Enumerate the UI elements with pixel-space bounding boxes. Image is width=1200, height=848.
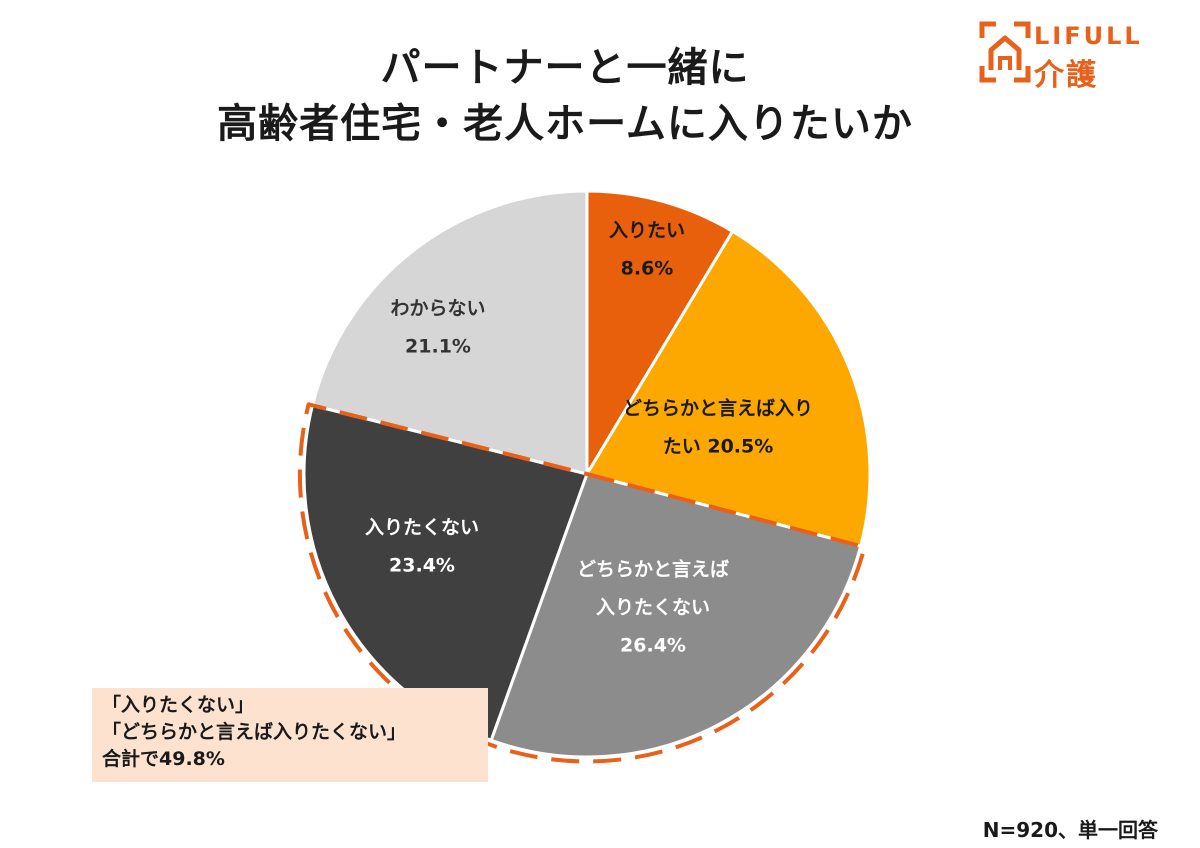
- slice-label: 入りたくない: [365, 517, 479, 539]
- slice-label: 26.4%: [620, 635, 686, 657]
- pie-slice: [310, 189, 589, 476]
- slice-label: たい 20.5%: [663, 436, 774, 458]
- slice-label: どちらかと言えば入り: [623, 397, 813, 420]
- chart-title-line2: 高齢者住宅・老人ホームに入りたいか: [217, 101, 913, 147]
- slice-label: 入りたくない: [596, 597, 710, 619]
- summary-note-line2: 「どちらかと言えば入りたくない」: [102, 721, 407, 743]
- pie-slice: [584, 229, 872, 548]
- chart-title-line1: パートナーと一緒に: [380, 45, 750, 91]
- pie-slice: [585, 189, 735, 480]
- slice-label: どちらかと言えば: [577, 558, 729, 581]
- logo-text-en: LIFULL: [1034, 22, 1143, 50]
- sample-footnote: N=920、単一回答: [982, 818, 1158, 842]
- slice-label: 21.1%: [405, 336, 471, 358]
- summary-note-line3: 合計で49.8%: [102, 748, 225, 770]
- summary-note: 「入りたくない」 「どちらかと言えば入りたくない」 合計で49.8%: [92, 688, 488, 782]
- slice-label: 23.4%: [389, 555, 455, 577]
- lifull-logo: LIFULL 介護: [978, 20, 1178, 93]
- summary-note-line1: 「入りたくない」: [102, 694, 255, 716]
- pie-slice: [489, 472, 863, 759]
- slice-label: 入りたい: [609, 220, 685, 242]
- slice-label: わからない: [390, 298, 485, 320]
- chart-title: パートナーと一緒に 高齢者住宅・老人ホームに入りたいか: [0, 40, 1130, 152]
- logo-text-jp: 介護: [1034, 58, 1098, 93]
- house-bracket-icon: [979, 21, 1031, 83]
- slice-label: 8.6%: [621, 258, 674, 280]
- highlight-outline: [297, 402, 867, 764]
